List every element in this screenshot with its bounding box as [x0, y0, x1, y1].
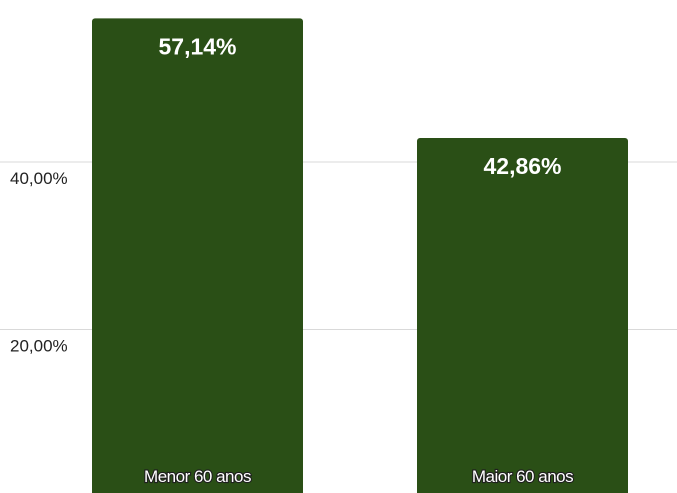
bar-labels: 57,14% Menor 60 anos 42,86% Maior 60 anos — [143, 33, 575, 487]
data-label: 42,86% — [483, 153, 561, 179]
category-label: Maior 60 anos — [472, 467, 573, 486]
bar — [92, 18, 303, 493]
y-tick-label: 40,00% — [10, 169, 68, 188]
y-axis-ticks: 20,00% 40,00% — [10, 169, 68, 356]
y-tick-label: 20,00% — [10, 336, 68, 355]
bar — [417, 138, 628, 493]
bars — [92, 18, 628, 493]
data-label: 57,14% — [158, 33, 236, 59]
category-label: Menor 60 anos — [144, 467, 251, 486]
